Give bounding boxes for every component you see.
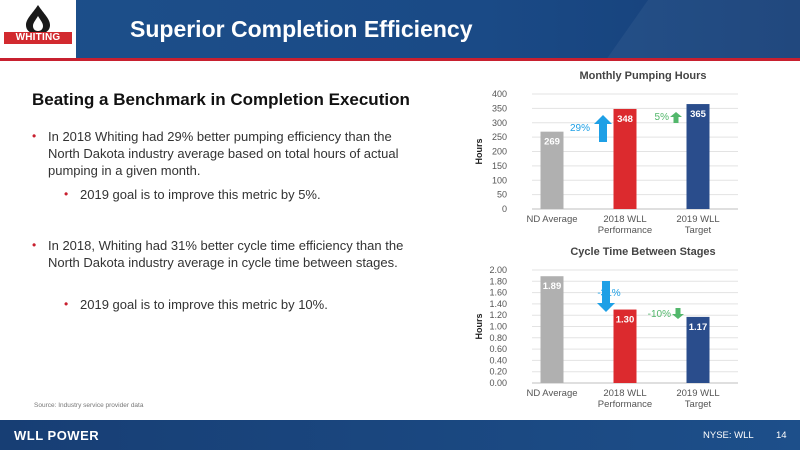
y-tick-label: 0 xyxy=(502,204,507,214)
sub-bullet-item: • 2019 goal is to improve this metric by… xyxy=(64,296,420,313)
x-tick-label: 2019 WLL xyxy=(676,388,719,399)
y-tick-label: 100 xyxy=(492,175,507,185)
y-tick-label: 150 xyxy=(492,161,507,171)
bar xyxy=(613,309,637,383)
y-tick-label: 0.20 xyxy=(489,367,507,377)
y-axis-label: Hours xyxy=(474,138,484,164)
bullet-text: In 2018, Whiting had 31% better cycle ti… xyxy=(48,238,404,270)
x-tick-label: Target xyxy=(685,399,712,410)
x-tick-label: 2019 WLL xyxy=(676,214,719,225)
x-tick-label: 2018 WLL xyxy=(603,388,646,399)
y-tick-label: 0.00 xyxy=(489,378,507,388)
x-tick-label: ND Average xyxy=(526,388,577,399)
up-arrow-icon xyxy=(594,115,612,142)
sub-bullet-item: • 2019 goal is to improve this metric by… xyxy=(64,186,420,203)
percent-change-label: 29% xyxy=(570,123,590,134)
page-title: Superior Completion Efficiency xyxy=(130,16,473,42)
logo-text: WHITING xyxy=(4,32,72,44)
bullet-text: 2019 goal is to improve this metric by 1… xyxy=(80,297,328,312)
chart-title: Cycle Time Between Stages xyxy=(570,246,715,258)
x-tick-label: 2018 WLL xyxy=(603,214,646,225)
y-tick-label: 1.00 xyxy=(489,322,507,332)
y-tick-label: 0.60 xyxy=(489,344,507,354)
cycle-time-chart: Cycle Time Between Stages 0.000.20 0.400.6… xyxy=(474,246,738,410)
footer-ticker: NYSE: WLL xyxy=(703,430,754,441)
y-tick-label: 350 xyxy=(492,103,507,113)
y-tick-label: 50 xyxy=(497,190,507,200)
percent-change-label: -31% xyxy=(597,288,620,299)
bar xyxy=(686,316,710,383)
pumping-hours-chart: Monthly Pumping Hours 0 50 100 150 200 250 300 3… xyxy=(474,70,738,236)
y-tick-label: 0.40 xyxy=(489,355,507,365)
bar xyxy=(540,276,564,383)
data-label: 348 xyxy=(617,114,633,125)
x-tick-label: Performance xyxy=(598,225,652,236)
header-accent-line xyxy=(0,58,800,61)
page-number: 14 xyxy=(776,430,787,441)
chart-title: Monthly Pumping Hours xyxy=(579,70,706,82)
source-note: Source: Industry service provider data xyxy=(34,402,144,409)
y-tick-label: 400 xyxy=(492,89,507,99)
bar xyxy=(613,108,637,209)
up-arrow-icon xyxy=(670,112,682,123)
header-bar: WHITING Superior Completion Efficiency xyxy=(0,0,800,58)
data-label: 1.89 xyxy=(543,281,562,292)
x-tick-label: ND Average xyxy=(526,214,577,225)
data-label: 1.17 xyxy=(689,322,708,333)
data-label: 365 xyxy=(690,109,707,120)
bullet-text: In 2018 Whiting had 29% better pumping e… xyxy=(48,129,399,178)
x-tick-label: Performance xyxy=(598,399,652,410)
percent-change-label: -10% xyxy=(648,309,671,320)
percent-change-label: 5% xyxy=(655,112,670,123)
y-tick-label: 1.20 xyxy=(489,310,507,320)
section-heading: Beating a Benchmark in Completion Execut… xyxy=(32,90,410,109)
data-label: 1.30 xyxy=(616,315,635,326)
bullet-item: • In 2018, Whiting had 31% better cycle … xyxy=(32,237,418,271)
bullet-item: • In 2018 Whiting had 29% better pumping… xyxy=(32,128,418,179)
bar xyxy=(686,104,710,209)
bullet-marker: • xyxy=(64,297,69,311)
logo: WHITING xyxy=(0,0,76,58)
y-axis-label: Hours xyxy=(474,313,484,339)
data-label: 269 xyxy=(544,137,560,148)
y-tick-label: 1.60 xyxy=(489,288,507,298)
y-tick-label: 1.40 xyxy=(489,299,507,309)
bullet-marker: • xyxy=(32,129,37,143)
bullet-marker: • xyxy=(64,187,69,201)
bar xyxy=(540,131,564,209)
footer-bar: WLL POWER NYSE: WLL 14 xyxy=(0,420,800,450)
y-tick-label: 2.00 xyxy=(489,265,507,275)
header-decoration xyxy=(577,0,800,58)
down-arrow-icon xyxy=(672,308,684,319)
whiting-drop-logo-icon xyxy=(26,5,50,34)
y-tick-label: 0.80 xyxy=(489,333,507,343)
y-tick-label: 1.80 xyxy=(489,276,507,286)
y-tick-label: 200 xyxy=(492,147,507,157)
down-arrow-icon xyxy=(597,281,615,312)
y-tick-label: 250 xyxy=(492,132,507,142)
bullet-text: 2019 goal is to improve this metric by 5… xyxy=(80,187,321,202)
footer-brand: WLL POWER xyxy=(14,428,100,443)
x-tick-label: Target xyxy=(685,225,712,236)
bullet-marker: • xyxy=(32,238,37,252)
y-tick-label: 300 xyxy=(492,118,507,128)
